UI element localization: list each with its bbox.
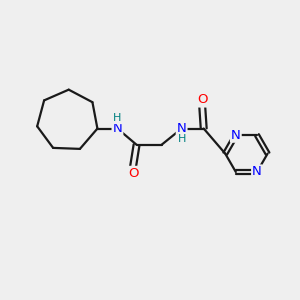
Text: N: N <box>231 129 241 142</box>
Text: N: N <box>112 122 122 135</box>
Text: N: N <box>252 165 262 178</box>
Text: N: N <box>177 122 187 135</box>
Text: H: H <box>177 134 186 144</box>
Text: O: O <box>128 167 138 180</box>
Text: H: H <box>113 113 122 123</box>
Text: O: O <box>197 94 208 106</box>
